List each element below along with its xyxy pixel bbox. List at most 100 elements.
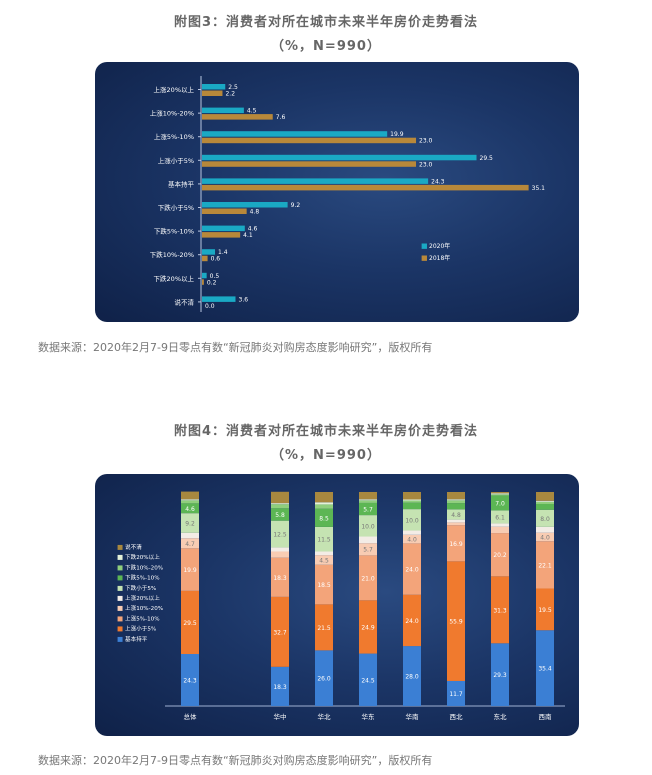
stack-segment (315, 555, 333, 565)
segment-label: 19.5 (538, 607, 552, 614)
legend-label: 上涨20%以上 (125, 594, 160, 602)
legend-marker: ■ (117, 574, 123, 582)
stack-segment (271, 503, 289, 505)
bar-2020 (202, 225, 245, 232)
stack-segment (403, 492, 421, 500)
bar-2018 (202, 232, 241, 238)
segment-label: 4.0 (540, 534, 550, 541)
data-label: 3.6 (239, 296, 249, 303)
segment-label: 28.0 (405, 674, 419, 681)
stack-segment (315, 650, 333, 706)
legend-label: 2020年 (429, 242, 450, 250)
stack-segment (491, 526, 509, 534)
segment-label: 4.7 (185, 541, 195, 548)
category-label: 基本持平 (168, 179, 195, 188)
legend-label: 说不清 (125, 543, 142, 551)
legend-marker: ■ (117, 584, 123, 592)
bar-2018 (202, 208, 247, 214)
data-label: 2.5 (228, 84, 238, 91)
segment-label: 16.9 (449, 541, 463, 548)
stack-segment (491, 493, 509, 495)
stack-segment (536, 509, 554, 527)
segment-label: 21.5 (317, 625, 331, 632)
stack-segment (491, 494, 509, 496)
stack-segment (359, 600, 377, 654)
bar-2018 (202, 279, 204, 285)
category-label: 华中 (274, 712, 287, 721)
legend-label: 上涨10%-20% (125, 604, 163, 612)
legend-label: 基本持平 (125, 635, 148, 643)
bar-2020 (202, 107, 244, 114)
stack-segment (536, 541, 554, 589)
bar-2018 (202, 90, 223, 96)
data-label: 4.1 (243, 232, 253, 239)
data-label: 2.2 (225, 91, 235, 98)
stack-segment (181, 590, 199, 654)
category-label: 下跌20%以上 (154, 274, 195, 283)
stack-segment (315, 526, 333, 552)
segment-label: 24.3 (183, 677, 197, 684)
stack-segment (271, 551, 289, 558)
stack-segment (447, 525, 465, 562)
stack-segment (181, 538, 199, 549)
category-label: 西南 (539, 712, 553, 721)
segment-label: 11.7 (449, 691, 463, 698)
legend-marker: ■ (117, 543, 123, 551)
data-label: 23.0 (419, 138, 433, 145)
stack-segment (181, 513, 199, 533)
stack-segment (271, 596, 289, 667)
category-label: 上涨小于5% (158, 156, 194, 165)
stack-segment (315, 492, 333, 503)
segment-label: 10.0 (361, 523, 375, 530)
bar-2020 (202, 249, 216, 255)
stack-segment (181, 503, 199, 514)
segment-label: 55.9 (449, 619, 463, 626)
segment-label: 8.0 (540, 516, 550, 523)
bar-2020 (202, 154, 477, 161)
stack-segment (536, 500, 554, 502)
legend-marker: ■ (117, 625, 123, 633)
stack-segment (181, 653, 199, 706)
segment-label: 22.1 (538, 562, 552, 569)
stack-segment (315, 502, 333, 505)
stack-segment (536, 492, 554, 501)
segment-label: 4.0 (407, 537, 417, 544)
data-label: 19.9 (390, 131, 404, 138)
stack-segment (271, 547, 289, 552)
category-label: 下跌小于5% (158, 203, 194, 212)
chart3-source: 数据来源：2020年2月7-9日零点有数“新冠肺炎对购房态度影响研究”，版权所有 (38, 341, 433, 354)
chart3-svg: 上涨20%以上 2.52.2 上涨10%-20% 4.5 7.6 上涨5%-10% 19.9… (150, 76, 545, 312)
data-label: 4.5 (247, 108, 257, 115)
stack-segment (447, 503, 465, 510)
stack-segment (271, 504, 289, 509)
category-label: 上涨10%-20% (150, 109, 194, 118)
segment-label: 5.8 (275, 512, 285, 519)
chart4-panel: 24.3 29.5 19.9 4.7 9.2 4.6 总体 18.3 32.7 18.3 12.5 5… (95, 474, 579, 736)
segment-label: 19.9 (183, 567, 197, 574)
bar-2018 (202, 161, 417, 167)
stack-segment (491, 576, 509, 644)
stack-segment (447, 519, 465, 523)
stack-segment (315, 564, 333, 605)
data-label: 0.0 (205, 303, 215, 310)
stack-segment (403, 594, 421, 647)
category-label: 华北 (318, 712, 332, 721)
stack-segment (491, 643, 509, 706)
chart3-title: 附图3：消费者对所在城市未来半年房价走势看法 (173, 15, 479, 30)
segment-label: 35.4 (538, 666, 552, 673)
stack-segment (403, 534, 421, 544)
bar-2020 (202, 202, 288, 208)
stack-segment (359, 492, 377, 500)
segment-label: 32.7 (273, 629, 287, 636)
chart4-source: 数据来源：2020年2月7-9日零点有数“新冠肺炎对购房态度影响研究”，版权所有 (38, 754, 433, 767)
category-label: 华南 (406, 712, 420, 721)
segment-label: 24.9 (361, 624, 375, 631)
legend-marker: ■ (117, 614, 123, 622)
segment-label: 18.5 (317, 582, 331, 589)
stack-segment (447, 492, 465, 500)
bar-2018 (202, 184, 529, 191)
category-label: 东北 (494, 712, 508, 721)
category-label: 西北 (450, 713, 464, 721)
chart4-subtitle: （%，N=990） (271, 448, 381, 463)
stack-segment (271, 508, 289, 521)
